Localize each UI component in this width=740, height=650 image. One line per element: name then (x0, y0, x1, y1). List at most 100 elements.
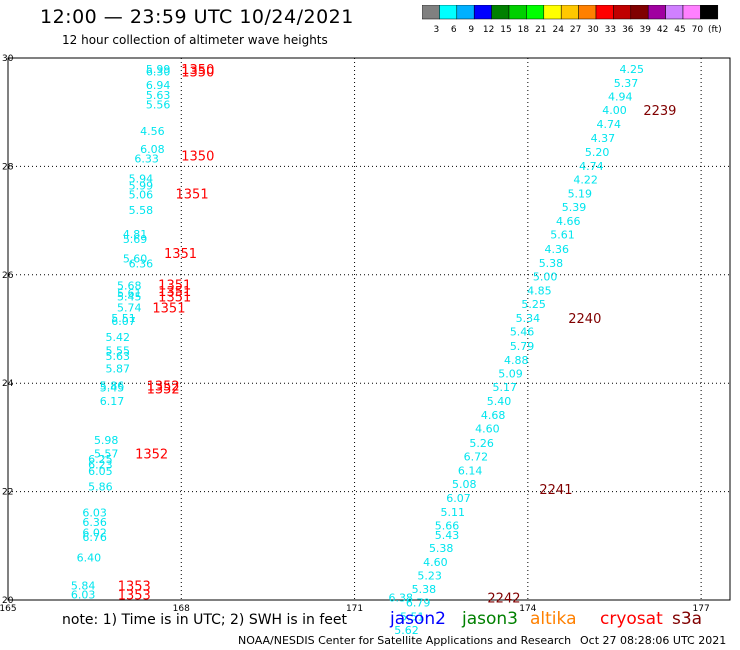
pass-time-label: 1351 (176, 188, 209, 203)
footnote: note: 1) Time is in UTC; 2) SWH is in fe… (62, 612, 348, 628)
wave-height-value: 6.02 (82, 526, 107, 539)
wave-height-value: 6.17 (100, 395, 125, 408)
wave-height-value: 5.61 (117, 287, 142, 300)
wave-height-value: 6.23 (88, 459, 113, 472)
wave-height-value: 4.85 (527, 285, 552, 298)
x-tick-label: 168 (173, 604, 190, 614)
generated-timestamp: Oct 27 08:28:06 UTC 2021 (580, 634, 727, 647)
color-scale-label: 27 (570, 25, 581, 35)
y-tick-label: 24 (2, 379, 14, 389)
wave-height-value: 6.79 (406, 597, 431, 610)
pass-time-label: 1350 (181, 63, 214, 78)
wave-height-value: 5.45 (117, 290, 142, 303)
wave-height-value: 6.07 (111, 315, 136, 328)
wave-height-value: 4.74 (596, 118, 621, 131)
color-scale-label: 42 (657, 25, 668, 35)
wave-height-value: 5.99 (129, 179, 154, 192)
chart-subtitle: 12 hour collection of altimeter wave hei… (62, 33, 328, 47)
wave-height-value: 5.68 (117, 280, 142, 293)
wave-height-value: 4.60 (423, 556, 448, 569)
wave-height-value: 5.38 (429, 542, 454, 555)
wave-height-value: 4.60 (475, 423, 500, 436)
wave-height-value: 5.86 (100, 379, 125, 392)
pass-time-label: 1351 (158, 285, 191, 300)
wave-height-value: 5.60 (123, 253, 148, 266)
wave-height-value: 5.38 (539, 257, 564, 270)
wave-height-value: 5.63 (105, 350, 130, 363)
pass-time-label: 1353 (118, 589, 151, 604)
x-tick-label: 171 (346, 604, 363, 614)
wave-height-value: 4.74 (579, 160, 604, 173)
wave-height-value: 4.36 (544, 243, 569, 256)
pass-time-label: 2242 (487, 591, 520, 606)
wave-height-value: 4.00 (602, 104, 627, 117)
wave-height-value: 5.51 (400, 610, 425, 623)
color-scale-label: 70 (692, 25, 704, 35)
wave-height-value: 6.08 (140, 143, 165, 156)
wave-height-value: 5.58 (129, 204, 154, 217)
color-scale-label: 45 (674, 25, 685, 35)
color-scale-label: 9 (468, 25, 474, 35)
pass-time-label: 2241 (539, 483, 572, 498)
wave-height-value: 6.14 (458, 464, 483, 477)
wave-height-value: 5.34 (516, 312, 541, 325)
wave-height-value: 5.20 (585, 146, 610, 159)
color-scale-label: 21 (535, 25, 546, 35)
wave-height-value: 6.33 (134, 152, 159, 165)
wave-height-value: 5.55 (105, 345, 130, 358)
wave-height-value: 6.72 (464, 450, 489, 463)
legend-cryosat: cryosat (600, 609, 663, 629)
legend-jason3: jason3 (462, 609, 518, 629)
wave-height-value: 5.23 (417, 570, 442, 583)
wave-height-value: 6.76 (82, 531, 107, 544)
color-scale-label: 6 (451, 25, 457, 35)
wave-height-value: 5.43 (435, 529, 460, 542)
wave-height-value: 6.36 (129, 257, 154, 270)
color-scale-bar: 3 6 9 12 15 18 21 24 27 30 33 36 39 42 45 70 (ft) (422, 5, 722, 35)
legend-jason2: jason2 (390, 609, 446, 629)
wave-height-value: 4.66 (556, 215, 581, 228)
wave-height-value: 5.17 (492, 381, 517, 394)
wave-height-value: 5.74 (117, 301, 142, 314)
pass-time-label: 1353 (118, 579, 151, 594)
wave-height-value: 5.25 (521, 298, 546, 311)
color-swatch (700, 5, 719, 20)
wave-height-value: 6.07 (446, 492, 471, 505)
wave-height-value: 4.25 (620, 63, 645, 76)
wave-height-value: 6.36 (82, 516, 107, 529)
color-scale-label: 3 (434, 25, 440, 35)
wave-height-value: 4.94 (608, 90, 633, 103)
legend-altika: altika (530, 609, 577, 629)
wave-height-value: 5.86 (88, 481, 113, 494)
wave-height-value: 5.99 (146, 63, 171, 76)
wave-height-value: 5.45 (100, 382, 125, 395)
color-scale-label: 15 (500, 25, 511, 35)
y-tick-label: 20 (2, 596, 14, 606)
pass-time-label: 1352 (135, 448, 168, 463)
pass-time-label: 1352 (147, 383, 180, 398)
wave-height-value: 5.09 (498, 367, 523, 380)
wave-height-value: 4.68 (481, 409, 506, 422)
wave-height-value: 5.40 (487, 395, 512, 408)
wave-height-value: 6.25 (88, 453, 113, 466)
wave-height-value: 5.42 (105, 331, 130, 344)
source-credit: NOAA/NESDIS Center for Satellite Applica… (238, 634, 572, 647)
y-tick-label: 30 (2, 54, 14, 64)
pass-time-label: 2240 (568, 312, 601, 327)
pass-time-label: 1350 (181, 150, 214, 165)
color-scale-label: 18 (518, 25, 530, 35)
color-scale-label: 33 (605, 25, 616, 35)
wave-height-value: 6.30 (146, 66, 171, 79)
wave-height-value: 5.66 (435, 520, 460, 533)
y-tick-label: 22 (2, 488, 13, 498)
wave-height-value: 4.81 (123, 228, 148, 241)
wave-height-value: 4.88 (504, 354, 529, 367)
pass-time-label: 1351 (152, 301, 185, 316)
color-scale-label: 12 (483, 25, 494, 35)
wave-height-value: 4.22 (573, 173, 598, 186)
y-tick-label: 26 (2, 271, 14, 281)
wave-height-value: 5.63 (146, 89, 171, 102)
color-scale-label: (ft) (708, 25, 722, 35)
wave-height-value: 5.84 (71, 579, 96, 592)
